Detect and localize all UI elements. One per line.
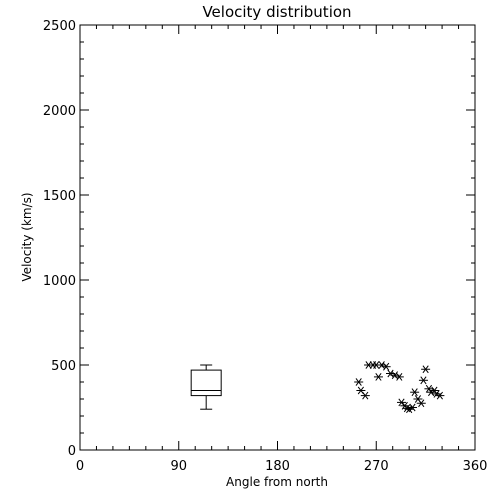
data-point-stroke xyxy=(391,371,399,380)
data-point xyxy=(360,391,370,400)
y-tick-label: 2500 xyxy=(43,19,76,34)
data-point xyxy=(396,398,406,407)
data-point-stroke xyxy=(383,362,390,371)
data-point-stroke xyxy=(420,376,427,385)
data-point-stroke xyxy=(422,365,429,374)
data-point xyxy=(426,388,436,397)
y-tick-label: 1500 xyxy=(43,189,76,204)
data-point xyxy=(381,362,391,371)
data-point xyxy=(394,372,404,381)
data-point-stroke xyxy=(433,389,440,398)
x-axis-label: Angle from north xyxy=(226,475,328,489)
x-tick-label: 270 xyxy=(364,459,389,474)
y-tick-label: 2000 xyxy=(43,104,76,119)
data-point-stroke xyxy=(414,395,422,403)
data-point-stroke xyxy=(428,388,435,397)
data-point-stroke xyxy=(436,391,443,400)
boxplot xyxy=(190,364,222,410)
data-point-stroke xyxy=(357,386,364,395)
data-point-stroke xyxy=(396,372,403,381)
data-point-stroke xyxy=(373,361,380,369)
data-point xyxy=(373,372,383,381)
y-axis-label: Velocity (km/s) xyxy=(20,192,34,281)
data-point-stroke xyxy=(403,404,411,413)
data-point-stroke xyxy=(406,405,413,414)
x-tick-label: 90 xyxy=(170,459,187,474)
tick-labels: 0 90 180 270 360 0 500 1000 1500 2000 2500 xyxy=(43,19,488,474)
data-point-stroke xyxy=(375,372,382,381)
data-point xyxy=(416,399,426,408)
data-point xyxy=(404,405,414,414)
data-point xyxy=(421,365,431,374)
data-point xyxy=(354,378,364,386)
y-tick-label: 1000 xyxy=(43,274,76,289)
x-tick-label: 0 xyxy=(76,459,84,474)
chart-title: Velocity distribution xyxy=(202,3,351,21)
y-tick-label: 0 xyxy=(68,444,76,459)
x-tick-label: 360 xyxy=(463,459,488,474)
data-point-stroke xyxy=(409,403,416,412)
data-point-stroke xyxy=(411,388,418,397)
data-point xyxy=(418,376,428,385)
data-point xyxy=(407,403,417,412)
data-point xyxy=(432,389,442,398)
data-point-stroke xyxy=(418,399,425,408)
x-tick-label: 180 xyxy=(265,459,290,474)
boxplot-box xyxy=(190,369,222,397)
data-point xyxy=(435,391,445,400)
y-tick-label: 500 xyxy=(51,359,76,374)
data-point-stroke xyxy=(362,391,369,400)
data-points xyxy=(354,361,445,414)
data-point xyxy=(410,388,420,397)
data-point-stroke xyxy=(378,361,385,369)
data-point-stroke xyxy=(387,369,394,378)
data-point-stroke xyxy=(398,398,405,407)
data-point-stroke xyxy=(355,378,362,386)
axis-ticks xyxy=(79,24,476,451)
